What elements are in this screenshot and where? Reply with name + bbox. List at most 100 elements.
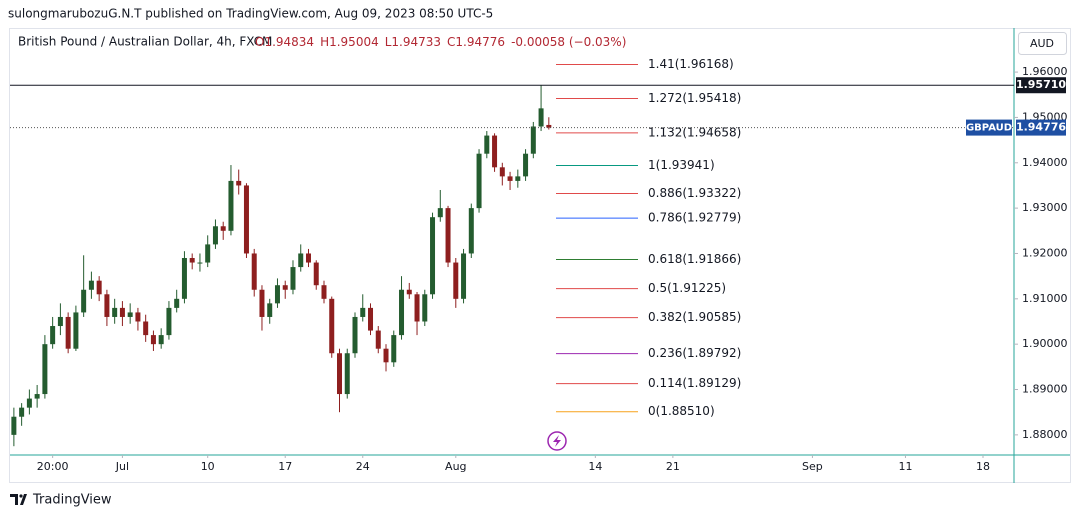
symbol-box [966, 119, 1012, 136]
x-tick-label: Jul [115, 460, 129, 473]
fib-label: 1.132(1.94658) [648, 125, 741, 139]
candle-body [158, 335, 164, 345]
hline-price-box [1016, 77, 1066, 94]
candle-body [546, 124, 552, 128]
candle-body [57, 316, 63, 327]
last-price-label: 1.94776 [1016, 121, 1066, 134]
candle-body [368, 307, 374, 331]
candle-body [259, 289, 265, 317]
footer-brand: TradingView [32, 493, 112, 508]
last-price-box [1016, 119, 1066, 136]
fib-label: 0.114(1.89129) [648, 376, 741, 390]
candle-body [538, 108, 544, 127]
candle-body [26, 398, 32, 408]
candle-body [298, 253, 304, 268]
candle-body [243, 185, 249, 254]
y-tick-label: 1.91000 [1022, 292, 1068, 305]
y-tick-label: 1.94000 [1022, 156, 1068, 169]
candle-body [104, 294, 110, 317]
candle-body [282, 285, 288, 290]
ohlc-value: H1.95004 [320, 35, 379, 49]
candle-body [166, 307, 172, 336]
x-tick-label: 20:00 [37, 460, 69, 473]
chart-frame [9, 28, 1071, 483]
candle-body [336, 353, 342, 395]
y-tick-label: 1.96000 [1022, 65, 1068, 78]
currency-button[interactable] [1018, 32, 1067, 55]
fib-label: 0.382(1.90585) [648, 310, 741, 324]
candle-body [530, 126, 536, 154]
candle-body [344, 353, 350, 395]
candle-body [65, 316, 71, 349]
fib-label: 1(1.93941) [648, 158, 715, 172]
candle-body [399, 289, 405, 336]
candle-body [430, 217, 436, 295]
x-tick-label: Sep [802, 460, 823, 473]
candle-body [34, 394, 40, 399]
fib-label: 0.886(1.93322) [648, 186, 741, 200]
candle-body [50, 326, 56, 345]
candle-body [352, 316, 358, 354]
candle-body [81, 289, 87, 313]
candle-body [383, 348, 389, 363]
candle-body [305, 253, 311, 263]
y-tick-label: 1.89000 [1022, 383, 1068, 396]
currency-label: AUD [1030, 37, 1054, 50]
candle-body [274, 285, 280, 304]
published-note: sulongmarubozuG.N.T published on Trading… [8, 7, 493, 21]
candle-body [19, 407, 25, 417]
fib-label: 1.272(1.95418) [648, 91, 741, 105]
candle-body [375, 330, 381, 349]
candle-body [313, 262, 319, 286]
candle-body [453, 262, 459, 299]
candle-body [73, 312, 79, 349]
candle-body [414, 294, 420, 322]
candle-body [360, 307, 366, 317]
candle-body [321, 285, 327, 299]
fib-label: 0.618(1.91866) [648, 252, 741, 266]
candle-body [174, 298, 180, 308]
fib-label: 0(1.88510) [648, 404, 715, 418]
candle-body [476, 153, 482, 209]
candle-body [499, 167, 505, 177]
candle-body [515, 176, 521, 181]
candle-body [119, 307, 125, 317]
candle-body [11, 416, 17, 435]
candle-body [112, 307, 118, 317]
ohlc-value: L1.94733 [385, 35, 441, 49]
candle-body [484, 135, 490, 154]
fib-label: 0.5(1.91225) [648, 281, 726, 295]
candle-body [422, 294, 428, 322]
fib-label: 1.41(1.96168) [648, 57, 734, 71]
candle-body [290, 267, 296, 290]
x-tick-label: 14 [588, 460, 602, 473]
change-value: -0.00058 (−0.03%) [511, 35, 626, 49]
y-tick-label: 1.90000 [1022, 337, 1068, 350]
y-tick-label: 1.92000 [1022, 246, 1068, 259]
candle-body [220, 226, 226, 231]
candle-body [437, 208, 443, 218]
y-tick-label: 1.93000 [1022, 201, 1068, 214]
symbol-label: GBPAUD [966, 123, 1012, 134]
candle-body [251, 253, 257, 290]
candle-body [228, 180, 234, 231]
tradingview-logo [10, 494, 27, 505]
candle-body [406, 289, 412, 295]
y-tick-label: 1.88000 [1022, 428, 1068, 441]
ohlc-legend: O1.94834 H1.95004 L1.94733 C1.94776 -0.00058… [255, 35, 626, 49]
ohlc-value: C1.94776 [447, 35, 505, 49]
candle-body [197, 262, 203, 264]
fib-label: 0.236(1.89792) [648, 346, 741, 360]
candle-body [143, 321, 149, 336]
x-tick-label: 24 [356, 460, 370, 473]
x-tick-label: 11 [898, 460, 912, 473]
candle-body [212, 226, 218, 245]
ohlc-value: O1.94834 [255, 35, 314, 49]
candle-body [135, 312, 141, 322]
candle-body [181, 258, 187, 299]
candle-body [329, 298, 335, 354]
x-tick-label: Aug [445, 460, 466, 473]
symbol-title: British Pound / Australian Dollar, 4h, F… [18, 35, 272, 49]
candle-body [391, 335, 397, 363]
candle-body [236, 180, 242, 186]
